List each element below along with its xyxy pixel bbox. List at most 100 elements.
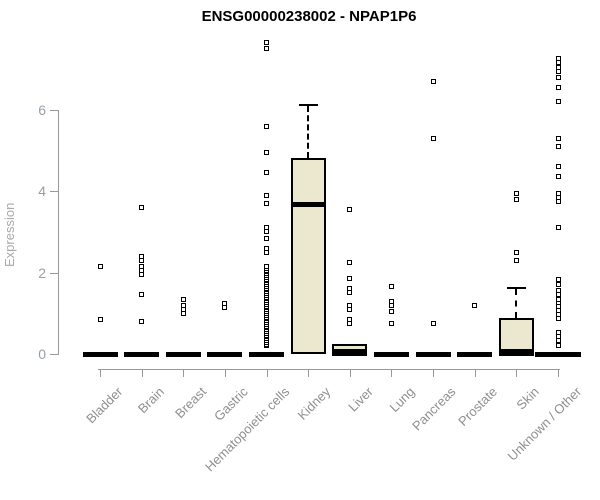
upper-whisker-cap [506, 287, 526, 290]
median-line [535, 351, 582, 357]
chart-title: ENSG00000238002 - NPAP1P6 [201, 8, 417, 25]
outlier-point [388, 302, 394, 308]
outlier-point [555, 225, 561, 231]
outlier-point [347, 320, 353, 326]
y-tick-mark [50, 109, 58, 111]
outlier-point [264, 200, 270, 206]
y-tick-mark [50, 272, 58, 274]
x-category-label: Prostate [455, 384, 501, 429]
outlier-point [264, 249, 270, 255]
outlier-point [555, 287, 561, 293]
outlier-point [555, 315, 561, 321]
x-category-label: Brain [135, 384, 168, 417]
x-tick-mark [141, 369, 143, 377]
x-axis-line [98, 369, 561, 370]
box [290, 157, 326, 354]
outlier-point [97, 263, 103, 269]
outlier-point [180, 310, 186, 316]
x-tick-mark [224, 369, 226, 377]
x-tick-mark [558, 369, 560, 377]
median-line [82, 351, 118, 357]
x-category-label: Skin [513, 384, 543, 413]
outlier-point [555, 74, 561, 80]
outlier-point [555, 282, 561, 288]
median-line [207, 351, 243, 357]
x-category-label: Breast [171, 384, 209, 422]
x-tick-mark [100, 369, 101, 377]
outlier-point [347, 207, 353, 212]
outlier-point [264, 46, 270, 52]
outlier-point [555, 68, 561, 74]
median-line [332, 349, 368, 355]
x-category-label: Kidney [295, 384, 334, 423]
outlier-point [555, 174, 561, 180]
outlier-point [264, 40, 270, 46]
x-tick-mark [183, 369, 185, 377]
outlier-point [139, 292, 145, 298]
median-line [165, 351, 201, 357]
x-tick-mark [474, 369, 476, 377]
outlier-point [139, 272, 145, 278]
y-tick-label: 0 [38, 346, 46, 362]
outlier-point [555, 292, 561, 298]
outlier-point [513, 196, 519, 202]
outlier-point [388, 284, 394, 290]
outlier-point [264, 150, 270, 156]
outlier-point [555, 198, 561, 204]
outlier-point [430, 78, 436, 84]
upper-whisker [515, 289, 518, 318]
outlier-point [388, 320, 394, 326]
outlier-point [222, 304, 228, 310]
x-tick-mark [516, 369, 518, 377]
median-line [457, 351, 493, 357]
x-tick-mark [433, 369, 435, 377]
median-line [373, 351, 409, 357]
median-line [249, 351, 285, 357]
y-tick-label: 6 [38, 101, 46, 118]
outlier-point [555, 164, 561, 170]
x-category-label: Gastric [210, 384, 251, 424]
outlier-point [513, 257, 519, 263]
x-category-label: Unknown / Other [504, 384, 584, 464]
outlier-point [555, 333, 561, 339]
y-tick-mark [50, 354, 58, 355]
outlier-point [264, 263, 270, 269]
outlier-point [555, 277, 561, 283]
outlier-point [97, 316, 103, 322]
x-category-label: Liver [344, 384, 376, 415]
outlier-point [264, 229, 270, 235]
y-axis-line [58, 109, 59, 355]
y-axis-title: Expression [2, 202, 17, 268]
outlier-point [555, 84, 561, 90]
outlier-point [139, 204, 145, 210]
outlier-point [430, 135, 436, 141]
x-tick-mark [391, 369, 393, 377]
x-category-label: Pancreas [409, 384, 459, 434]
median-line [124, 351, 160, 357]
upper-whisker-cap [298, 103, 318, 106]
median-line [498, 349, 534, 355]
x-tick-mark [266, 369, 268, 377]
x-category-label: Bladder [83, 384, 126, 427]
outlier-point [430, 320, 436, 326]
x-tick-mark [308, 369, 310, 377]
outlier-point [264, 192, 270, 198]
outlier-point [347, 259, 353, 265]
outlier-point [555, 143, 561, 149]
y-tick-mark [50, 191, 58, 193]
outlier-point [264, 235, 270, 241]
outlier-point [555, 342, 561, 348]
outlier-point [388, 308, 394, 314]
outlier-point [347, 276, 353, 282]
outlier-point [180, 296, 186, 302]
outlier-point [472, 302, 478, 308]
x-tick-mark [349, 369, 351, 377]
outlier-point [513, 249, 519, 255]
outlier-point [347, 306, 353, 312]
outlier-point [555, 99, 561, 105]
outlier-point [264, 170, 270, 176]
median-line [290, 202, 326, 208]
upper-whisker [307, 105, 310, 158]
y-tick-label: 2 [38, 264, 46, 281]
